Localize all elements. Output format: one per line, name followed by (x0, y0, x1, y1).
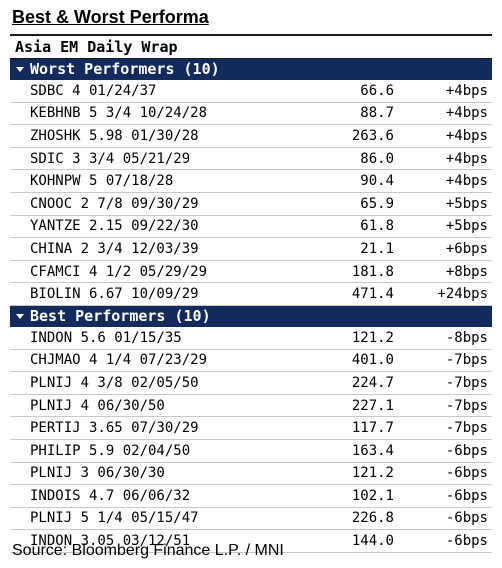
bond-name: SDIC 3 3/4 05/21/29 (30, 150, 191, 167)
panel-title: Asia EM Daily Wrap (10, 34, 492, 59)
bond-name: PLNIJ 4 06/30/50 (30, 397, 165, 414)
source-note: Source: Bloomberg Finance L.P. / MNI (12, 542, 284, 559)
bond-price: 163.4 (351, 442, 394, 459)
table-row[interactable]: PHILIP 5.9 02/04/50 163.4 -6bps (10, 440, 492, 463)
bond-price: 181.8 (351, 263, 394, 280)
bond-name: ZHOSHK 5.98 01/30/28 (30, 127, 199, 144)
bond-price: 224.7 (351, 374, 394, 391)
worst-performers-list: SDBC 4 01/24/37 66.6 +4bps KEBHNB 5 3/4 10/… (10, 80, 492, 306)
bond-price: 21.1 (360, 240, 394, 257)
bond-name: YANTZE 2.15 09/22/30 (30, 218, 199, 235)
bond-price: 226.8 (351, 510, 394, 527)
bond-change: -6bps (445, 465, 488, 482)
bond-price: 61.8 (360, 218, 394, 235)
worst-performers-label: Worst Performers (10) (30, 60, 220, 78)
bond-price: 117.7 (351, 420, 394, 437)
table-row[interactable]: BIOLIN 6.67 10/09/29 471.4 +24bps (10, 283, 492, 306)
bond-price: 102.1 (351, 487, 394, 504)
bond-price: 88.7 (360, 105, 394, 122)
bond-change: -6bps (445, 533, 488, 550)
bond-name: CNOOC 2 7/8 09/30/29 (30, 195, 199, 212)
table-row[interactable]: PLNIJ 3 06/30/30 121.2 -6bps (10, 463, 492, 486)
bond-change: +4bps (445, 127, 488, 144)
worst-performers-header[interactable]: Worst Performers (10) (10, 59, 492, 80)
bond-price: 263.6 (351, 127, 394, 144)
table-row[interactable]: CFAMCI 4 1/2 05/29/29 181.8 +8bps (10, 261, 492, 284)
bond-name: INDON 3.05 03/12/51 (30, 533, 191, 550)
bond-change: -6bps (445, 510, 488, 527)
table-row[interactable]: YANTZE 2.15 09/22/30 61.8 +5bps (10, 216, 492, 239)
table-row[interactable]: PLNIJ 4 06/30/50 227.1 -7bps (10, 395, 492, 418)
table-row[interactable]: INDON 5.6 01/15/35 121.2 -8bps (10, 327, 492, 350)
table-row[interactable]: CHJMAO 4 1/4 07/23/29 401.0 -7bps (10, 350, 492, 373)
bond-name: CHJMAO 4 1/4 07/23/29 (30, 352, 208, 369)
bond-change: +24bps (437, 286, 488, 303)
bond-name: INDON 5.6 01/15/35 (30, 329, 182, 346)
table-row[interactable]: PLNIJ 5 1/4 05/15/47 226.8 -6bps (10, 508, 492, 531)
bond-name: CHINA 2 3/4 12/03/39 (30, 240, 199, 257)
bond-change: +8bps (445, 263, 488, 280)
bond-name: INDOIS 4.7 06/06/32 (30, 487, 191, 504)
bond-change: -7bps (445, 397, 488, 414)
bond-change: -7bps (445, 420, 488, 437)
bond-change: +5bps (445, 195, 488, 212)
table-row[interactable]: SDBC 4 01/24/37 66.6 +4bps (10, 80, 492, 103)
bond-price: 144.0 (351, 533, 394, 550)
bond-name: BIOLIN 6.67 10/09/29 (30, 286, 199, 303)
bond-change: -6bps (445, 487, 488, 504)
bond-price: 471.4 (351, 286, 394, 303)
bond-change: -7bps (445, 352, 488, 369)
performers-panel: Asia EM Daily Wrap Worst Performers (10)… (10, 34, 492, 553)
bond-price: 86.0 (360, 150, 394, 167)
table-row[interactable]: INDON 3.05 03/12/51 144.0 -6bps (10, 530, 492, 553)
bond-name: PHILIP 5.9 02/04/50 (30, 442, 191, 459)
table-row[interactable]: PERTIJ 3.65 07/30/29 117.7 -7bps (10, 417, 492, 440)
bond-price: 401.0 (351, 352, 394, 369)
bond-price: 121.2 (351, 465, 394, 482)
bond-change: +4bps (445, 82, 488, 99)
bond-change: +6bps (445, 240, 488, 257)
bond-change: -7bps (445, 374, 488, 391)
table-row[interactable]: CHINA 2 3/4 12/03/39 21.1 +6bps (10, 238, 492, 261)
table-row[interactable]: KEBHNB 5 3/4 10/24/28 88.7 +4bps (10, 103, 492, 126)
bond-name: KEBHNB 5 3/4 10/24/28 (30, 105, 208, 122)
best-performers-list: INDON 5.6 01/15/35 121.2 -8bps CHJMAO 4 1/4… (10, 327, 492, 553)
table-row[interactable]: SDIC 3 3/4 05/21/29 86.0 +4bps (10, 148, 492, 171)
bond-name: PERTIJ 3.65 07/30/29 (30, 420, 199, 437)
bond-price: 227.1 (351, 397, 394, 414)
bond-change: +4bps (445, 105, 488, 122)
bond-price: 90.4 (360, 173, 394, 190)
table-row[interactable]: CNOOC 2 7/8 09/30/29 65.9 +5bps (10, 193, 492, 216)
bond-change: -6bps (445, 442, 488, 459)
bond-price: 66.6 (360, 82, 394, 99)
table-row[interactable]: PLNIJ 4 3/8 02/05/50 224.7 -7bps (10, 372, 492, 395)
bond-name: KOHNPW 5 07/18/28 (30, 173, 174, 190)
bond-change: +4bps (445, 173, 488, 190)
best-performers-label: Best Performers (10) (30, 306, 211, 325)
best-performers-header[interactable]: Best Performers (10) (10, 305, 492, 327)
caret-down-icon[interactable] (16, 67, 24, 72)
table-row[interactable]: KOHNPW 5 07/18/28 90.4 +4bps (10, 170, 492, 193)
bond-name: PLNIJ 4 3/8 02/05/50 (30, 374, 199, 391)
bond-change: +5bps (445, 218, 488, 235)
bond-price: 65.9 (360, 195, 394, 212)
page-title: Best & Worst Performa (12, 7, 209, 27)
bond-name: CFAMCI 4 1/2 05/29/29 (30, 263, 208, 280)
table-row[interactable]: INDOIS 4.7 06/06/32 102.1 -6bps (10, 485, 492, 508)
bond-name: SDBC 4 01/24/37 (30, 82, 157, 99)
bond-name: PLNIJ 5 1/4 05/15/47 (30, 510, 199, 527)
bond-price: 121.2 (351, 329, 394, 346)
bond-name: PLNIJ 3 06/30/30 (30, 465, 165, 482)
table-row[interactable]: ZHOSHK 5.98 01/30/28 263.6 +4bps (10, 125, 492, 148)
bond-change: -8bps (445, 329, 488, 346)
caret-down-icon[interactable] (16, 313, 24, 319)
bond-change: +4bps (445, 150, 488, 167)
